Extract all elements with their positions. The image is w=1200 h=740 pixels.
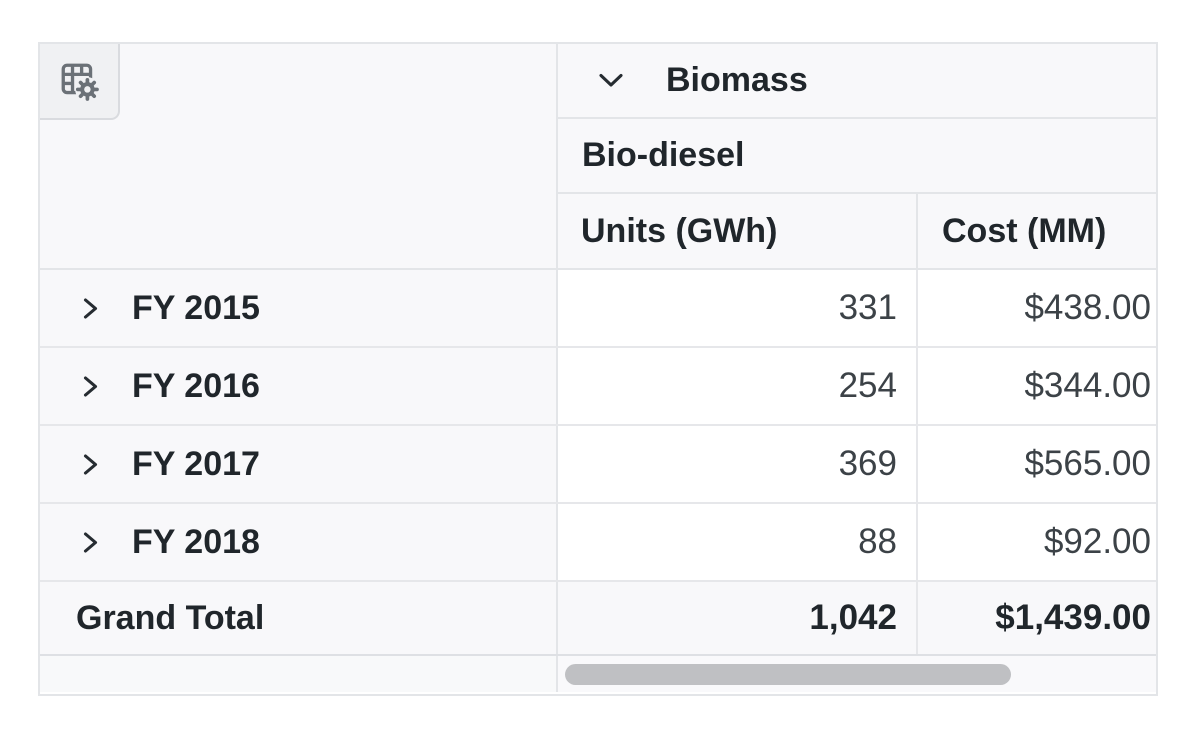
pivot-table: Biomass Bio-diesel Units (GWh) Cost (MM) [38, 42, 1158, 696]
scrollbar-left-spacer [40, 656, 558, 692]
table-settings-button[interactable] [40, 44, 120, 120]
row-group-fy2016[interactable]: FY 2016 [40, 348, 558, 424]
table-header: Biomass Bio-diesel Units (GWh) Cost (MM) [40, 44, 1156, 270]
units-value: 254 [838, 366, 897, 405]
units-value: 369 [838, 444, 897, 483]
row-label: FY 2017 [132, 444, 260, 483]
measure-header-row: Units (GWh) Cost (MM) [558, 194, 1156, 268]
column-headers: Biomass Bio-diesel Units (GWh) Cost (MM) [558, 44, 1156, 268]
row-label: FY 2015 [132, 288, 260, 327]
table-row: FY 2017 369 $565.00 [40, 426, 1156, 504]
cell-cost: $565.00 [918, 426, 1156, 502]
row-group-fy2018[interactable]: FY 2018 [40, 504, 558, 580]
cost-value: $92.00 [1043, 522, 1151, 561]
header-corner-cell [40, 44, 558, 268]
horizontal-scrollbar-track[interactable] [558, 656, 1156, 692]
chevron-down-icon[interactable] [598, 72, 624, 89]
column-header-cost-label: Cost (MM) [942, 211, 1107, 250]
grand-total-label: Grand Total [76, 598, 265, 637]
units-value: 331 [838, 288, 897, 327]
row-group-fy2017[interactable]: FY 2017 [40, 426, 558, 502]
table-gear-icon [58, 60, 100, 102]
grand-total-label-cell: Grand Total [40, 582, 558, 654]
table-row: FY 2016 254 $344.00 [40, 348, 1156, 426]
column-subgroup-label: Bio-diesel [582, 136, 745, 174]
chevron-right-icon[interactable] [82, 453, 99, 476]
cell-units: 88 [558, 504, 918, 580]
row-label: FY 2016 [132, 366, 260, 405]
units-value: 88 [858, 522, 897, 561]
column-header-units[interactable]: Units (GWh) [558, 194, 918, 268]
cell-units: 331 [558, 270, 918, 346]
grand-total-row: Grand Total 1,042 $1,439.00 [40, 582, 1156, 656]
cost-value: $438.00 [1024, 288, 1151, 327]
row-group-fy2015[interactable]: FY 2015 [40, 270, 558, 346]
horizontal-scrollbar-thumb[interactable] [565, 664, 1011, 685]
grand-total-cost-value: $1,439.00 [995, 598, 1151, 637]
grand-total-units-cell: 1,042 [558, 582, 918, 654]
chevron-right-icon[interactable] [82, 297, 99, 320]
column-group-label: Biomass [666, 61, 808, 99]
cost-value: $565.00 [1024, 444, 1151, 483]
cell-cost: $344.00 [918, 348, 1156, 424]
column-header-cost[interactable]: Cost (MM) [918, 194, 1156, 268]
column-header-units-label: Units (GWh) [581, 211, 778, 250]
table-row: FY 2015 331 $438.00 [40, 270, 1156, 348]
chevron-right-icon[interactable] [82, 531, 99, 554]
cell-cost: $92.00 [918, 504, 1156, 580]
horizontal-scrollbar-strip [40, 656, 1156, 692]
cell-cost: $438.00 [918, 270, 1156, 346]
table-row: FY 2018 88 $92.00 [40, 504, 1156, 582]
column-group-biomass[interactable]: Biomass [558, 44, 1156, 119]
grand-total-units-value: 1,042 [809, 598, 897, 637]
grand-total-cost-cell: $1,439.00 [918, 582, 1156, 654]
cell-units: 369 [558, 426, 918, 502]
row-label: FY 2018 [132, 522, 260, 561]
chevron-right-icon[interactable] [82, 375, 99, 398]
cost-value: $344.00 [1024, 366, 1151, 405]
column-subgroup-biodiesel[interactable]: Bio-diesel [558, 119, 1156, 194]
cell-units: 254 [558, 348, 918, 424]
